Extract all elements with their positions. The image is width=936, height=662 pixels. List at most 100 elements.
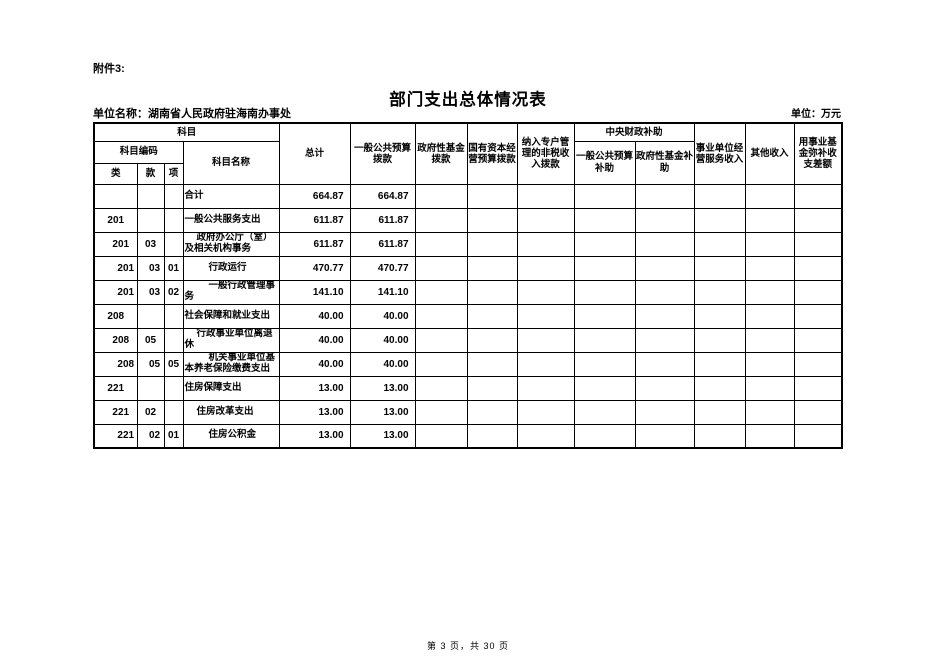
- cell-state-capital: [466, 399, 518, 425]
- cell-code-item: 02: [163, 279, 184, 305]
- cell-total: 611.87: [278, 231, 351, 257]
- cell-government-fund: [414, 375, 468, 401]
- cell-subject-name: 行政运行: [182, 255, 280, 281]
- cell-special-account: [516, 255, 575, 281]
- cell-other-income: [744, 231, 795, 257]
- cell-government-fund: [414, 207, 468, 233]
- header-subject-name: 科目名称: [182, 140, 280, 185]
- cell-code-class: 208: [93, 351, 138, 377]
- header-row-3: 类 款 项: [93, 162, 842, 185]
- cell-general-budget: 13.00: [349, 399, 416, 425]
- cell-central-general-subsidy: [573, 279, 636, 305]
- cell-central-fund-subsidy: [634, 231, 695, 257]
- cell-code-class: 201: [93, 279, 138, 305]
- table-row: 201 03 01 行政运行 470.77 470.77: [93, 255, 843, 281]
- cell-code-section: 03: [136, 279, 165, 305]
- cell-business-income: [693, 399, 746, 425]
- cell-code-item: 01: [163, 255, 184, 281]
- cell-other-income: [744, 399, 795, 425]
- cell-total: 13.00: [278, 423, 351, 449]
- cell-total: 40.00: [278, 303, 351, 329]
- cell-subject-name: 合计: [182, 183, 280, 209]
- table-row: 201 一般公共服务支出 611.87 611.87: [93, 207, 843, 233]
- cell-total: 40.00: [278, 351, 351, 377]
- cell-subject-name: 机关事业单位基本养老保险缴费支出: [182, 351, 280, 377]
- cell-central-fund-subsidy: [634, 327, 695, 353]
- cell-central-fund-subsidy: [634, 423, 695, 449]
- cell-total: 611.87: [278, 207, 351, 233]
- cell-code-item: [163, 327, 184, 353]
- cell-fund-balance: [793, 351, 843, 377]
- cell-other-income: [744, 423, 795, 449]
- cell-central-fund-subsidy: [634, 375, 695, 401]
- cell-central-general-subsidy: [573, 327, 636, 353]
- cell-code-class: 221: [93, 423, 138, 449]
- cell-state-capital: [466, 279, 518, 305]
- cell-code-item: [163, 231, 184, 257]
- cell-fund-balance: [793, 255, 843, 281]
- header-subject-code: 科目编码: [93, 140, 184, 164]
- cell-central-general-subsidy: [573, 375, 636, 401]
- cell-state-capital: [466, 423, 518, 449]
- cell-fund-balance: [793, 231, 843, 257]
- cell-government-fund: [414, 255, 468, 281]
- cell-central-general-subsidy: [573, 255, 636, 281]
- cell-code-class: [93, 183, 138, 209]
- cell-code-section: [136, 207, 165, 233]
- cell-state-capital: [466, 303, 518, 329]
- cell-other-income: [744, 255, 795, 281]
- cell-general-budget: 611.87: [349, 231, 416, 257]
- cell-total: 664.87: [278, 183, 351, 209]
- cell-code-item: [163, 183, 184, 209]
- cell-central-fund-subsidy: [634, 399, 695, 425]
- cell-special-account: [516, 279, 575, 305]
- cell-state-capital: [466, 231, 518, 257]
- cell-code-section: 03: [136, 255, 165, 281]
- cell-code-section: 02: [136, 399, 165, 425]
- cell-total: 470.77: [278, 255, 351, 281]
- cell-subject-name: 行政事业单位离退休: [182, 327, 280, 353]
- cell-special-account: [516, 351, 575, 377]
- cell-general-budget: 40.00: [349, 303, 416, 329]
- cell-central-general-subsidy: [573, 231, 636, 257]
- cell-business-income: [693, 279, 746, 305]
- cell-government-fund: [414, 399, 468, 425]
- cell-other-income: [744, 327, 795, 353]
- cell-central-fund-subsidy: [634, 303, 695, 329]
- cell-code-class: 221: [93, 375, 138, 401]
- cell-central-general-subsidy: [573, 207, 636, 233]
- cell-subject-name: 住房公积金: [182, 423, 280, 449]
- cell-code-class: 201: [93, 231, 138, 257]
- cell-business-income: [693, 183, 746, 209]
- cell-central-general-subsidy: [573, 399, 636, 425]
- cell-fund-balance: [793, 207, 843, 233]
- cell-state-capital: [466, 375, 518, 401]
- header-code-section: 款: [136, 162, 165, 185]
- header-code-item: 项: [163, 162, 184, 185]
- cell-total: 40.00: [278, 327, 351, 353]
- cell-fund-balance: [793, 327, 843, 353]
- cell-government-fund: [414, 423, 468, 449]
- cell-special-account: [516, 423, 575, 449]
- cell-special-account: [516, 183, 575, 209]
- cell-central-general-subsidy: [573, 423, 636, 449]
- cell-business-income: [693, 327, 746, 353]
- page-number: 第 3 页，共 30 页: [426, 641, 510, 651]
- cell-code-section: [136, 303, 165, 329]
- cell-code-section: 02: [136, 423, 165, 449]
- cell-fund-balance: [793, 183, 843, 209]
- meta-row: 单位名称：湖南省人民政府驻海南办事处 单位：万元: [93, 105, 841, 121]
- cell-government-fund: [414, 351, 468, 377]
- cell-central-fund-subsidy: [634, 351, 695, 377]
- cell-code-class: 208: [93, 327, 138, 353]
- cell-government-fund: [414, 231, 468, 257]
- cell-central-fund-subsidy: [634, 255, 695, 281]
- header-total: 总计: [278, 122, 351, 185]
- cell-code-class: 221: [93, 399, 138, 425]
- cell-code-item: [163, 207, 184, 233]
- cell-business-income: [693, 231, 746, 257]
- cell-other-income: [744, 207, 795, 233]
- cell-code-section: [136, 183, 165, 209]
- cell-government-fund: [414, 327, 468, 353]
